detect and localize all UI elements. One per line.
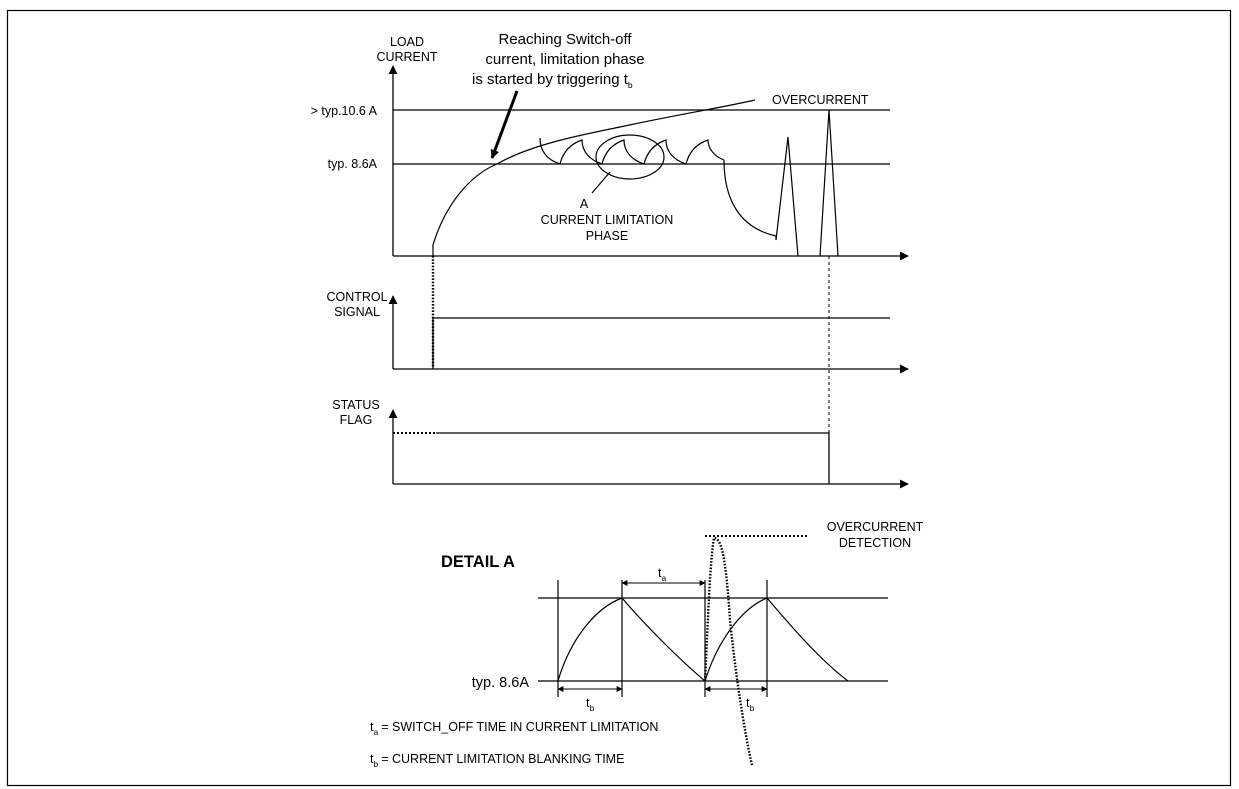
level-high-label: > typ.10.6 A (311, 104, 378, 118)
phase-letter: A (580, 197, 589, 211)
detail-overcurrent-pulse (703, 536, 754, 766)
annotation-line-2: current, limitation phase (485, 51, 644, 68)
figure-border (6, 9, 1232, 787)
detail-a-plot: DETAIL A typ. 8.6A OVERCURRENT DETECTION… (370, 520, 924, 769)
current-spike-2 (819, 109, 839, 257)
control-signal-waveform (432, 317, 890, 369)
status-flag-waveform (436, 432, 830, 484)
load-current-label-2: CURRENT (376, 50, 437, 64)
ta-label: ta (658, 566, 666, 583)
annotation-arrow (490, 90, 519, 159)
phase-label-1: CURRENT LIMITATION (541, 213, 674, 227)
status-flag-label-2: FLAG (340, 413, 373, 427)
status-flag-plot: STATUS FLAG (332, 398, 909, 489)
load-current-plot: LOAD CURRENT > typ.10.6 A typ. 8.6A A CU… (311, 31, 909, 433)
detail-waveform (557, 597, 849, 683)
control-signal-label-2: SIGNAL (334, 305, 380, 319)
overcurrent-label: OVERCURRENT (772, 93, 869, 107)
tb-label-2: tb (746, 696, 754, 713)
annotation-line-1: Reaching Switch-off (498, 31, 632, 48)
load-current-label-1: LOAD (390, 35, 424, 49)
phase-label-2: PHASE (586, 229, 628, 243)
legend-ta: ta = SWITCH_OFF TIME IN CURRENT LIMITATIO… (370, 720, 658, 737)
status-flag-label-1: STATUS (332, 398, 379, 412)
annotation-line-3: is started by triggering tb (472, 71, 633, 90)
current-limitation-ripple (539, 137, 725, 165)
detail-a-leader (591, 171, 611, 194)
control-signal-plot: CONTROL SIGNAL (326, 290, 909, 374)
annotation-line-3-text: is started by triggering t (472, 71, 629, 88)
detail-a-title: DETAIL A (441, 553, 515, 571)
level-low-label: typ. 8.6A (328, 157, 378, 171)
current-spike-1 (775, 136, 799, 257)
load-current-rise-curve (432, 99, 756, 256)
current-drop-curve (723, 159, 777, 240)
detail-overcurrent-label-2: DETECTION (839, 536, 911, 550)
tb-label-1: tb (586, 696, 594, 713)
control-signal-label-1: CONTROL (326, 290, 387, 304)
detail-a-ellipse (595, 134, 665, 180)
annotation-line-3-sub: b (628, 80, 633, 90)
detail-overcurrent-label-1: OVERCURRENT (827, 520, 924, 534)
detail-level-low-label: typ. 8.6A (472, 675, 530, 691)
legend-tb: tb = CURRENT LIMITATION BLANKING TIME (370, 752, 624, 769)
